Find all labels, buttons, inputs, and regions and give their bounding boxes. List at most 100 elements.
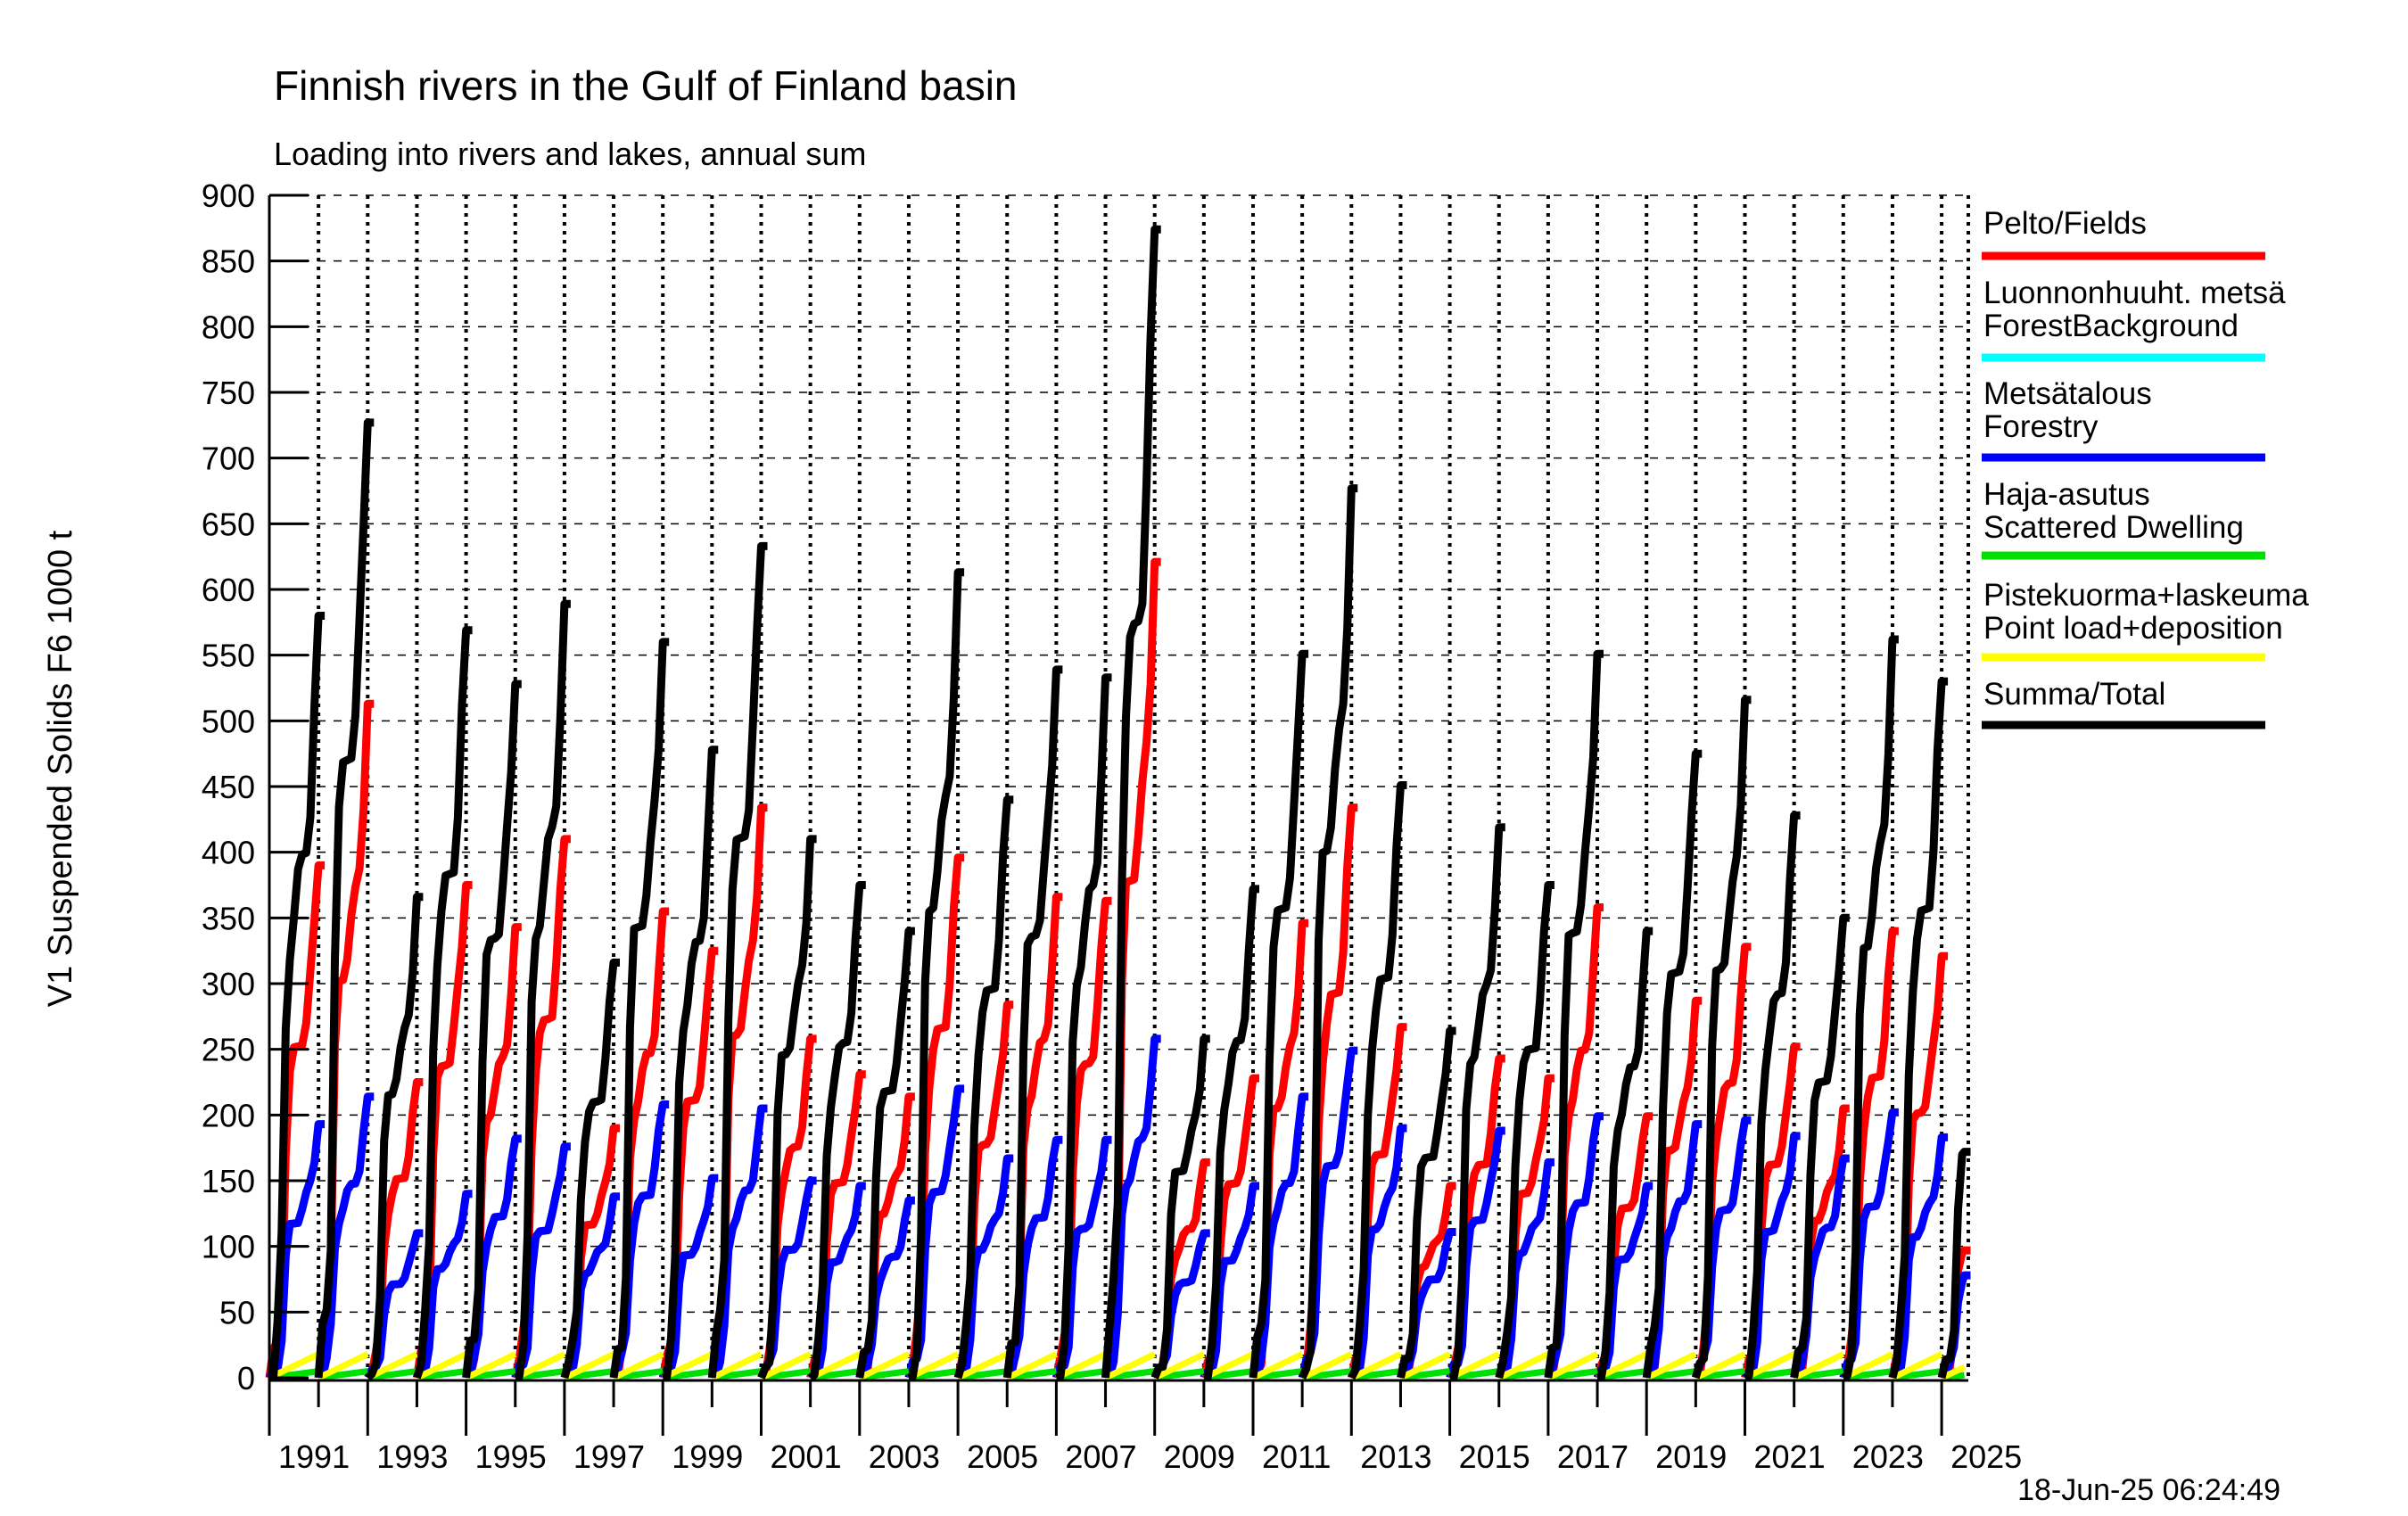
y-tick-label: 900: [202, 177, 255, 214]
x-tick-label: 2009: [1164, 1438, 1235, 1475]
axis-ticks: [268, 194, 1943, 1436]
curve-total-2022: [1790, 913, 1850, 1379]
y-tick-label: 750: [202, 375, 255, 411]
curve-total-2019: [1642, 749, 1703, 1379]
curve-total-2002: [807, 881, 866, 1381]
y-tick-label: 600: [202, 572, 255, 608]
curve-point_load-2003: [858, 1351, 911, 1381]
y-tick-label: 200: [202, 1097, 255, 1133]
y-tick-label: 50: [219, 1294, 255, 1331]
curve-total-1996: [514, 599, 571, 1382]
x-tick-label: 2001: [771, 1438, 842, 1475]
curve-total-1999: [661, 746, 719, 1382]
legend-label: Pelto/Fields: [1983, 206, 2147, 241]
y-tick-label: 100: [202, 1229, 255, 1265]
timestamp: 18-Jun-25 06:24:49: [2017, 1473, 2280, 1507]
curve-forestry-2003: [859, 1196, 915, 1382]
curve-forestry-2000: [711, 1104, 768, 1382]
curve-total-2016: [1495, 881, 1554, 1380]
curve-total-2021: [1743, 811, 1801, 1382]
curve-total-2003: [855, 927, 915, 1379]
curve-total-2013: [1348, 781, 1407, 1380]
curve-total-1993: [365, 893, 424, 1381]
curve-total-2007: [1054, 673, 1112, 1382]
curve-point_load-1997: [563, 1351, 615, 1381]
legend-item-0: Pelto/Fields: [1982, 206, 2265, 260]
x-tick-label: 1993: [376, 1438, 448, 1475]
y-tick-label: 550: [202, 638, 255, 674]
curve-total-2000: [707, 541, 768, 1379]
x-tick-label: 2005: [967, 1438, 1038, 1475]
y-tick-label: 250: [202, 1032, 255, 1068]
curve-point_load-1995: [465, 1351, 517, 1381]
curve-total-2010: [1202, 885, 1259, 1382]
curve-point_load-2012: [1300, 1351, 1353, 1381]
axis-tick-labels: 0 50 100 150 200 250 300 350 400 450 500 550 600 650 7…: [202, 177, 2022, 1475]
x-tick-label: 2015: [1459, 1438, 1530, 1475]
x-tick-label: 1991: [278, 1438, 350, 1475]
curve-forestry-2014: [1398, 1228, 1456, 1382]
curve-point_load-2020: [1694, 1351, 1747, 1381]
curve-total-1991: [268, 612, 326, 1382]
curve-total-1998: [609, 638, 670, 1379]
curve-point_load-2014: [1398, 1351, 1452, 1381]
curve-total-2009: [1150, 1034, 1210, 1380]
curve-forestry-2016: [1498, 1158, 1554, 1382]
curve-forestry-2006: [1003, 1135, 1063, 1380]
legend-label: Luonnonhuuht. metsä: [1983, 276, 2286, 310]
legend-label: Scattered Dwelling: [1983, 510, 2244, 545]
curve-total-2018: [1596, 927, 1653, 1382]
legend-label: Haja-asutus: [1983, 477, 2150, 512]
curve-total-1992: [314, 418, 375, 1379]
legend-label: Summa/Total: [1983, 677, 2165, 712]
x-tick-label: 2007: [1065, 1438, 1136, 1475]
curve-forestry-1992: [317, 1092, 375, 1382]
curve-point_load-2006: [1005, 1351, 1058, 1381]
curve-forestry-1997: [564, 1192, 620, 1382]
y-tick-label: 350: [202, 900, 255, 936]
curve-forestry-1995: [463, 1134, 522, 1381]
curve-forestry-2017: [1544, 1112, 1604, 1380]
y-axis-label: V1 Suspended Solids F6 1000 t: [42, 530, 79, 1007]
curve-total-2023: [1841, 635, 1899, 1381]
chart-title: Finnish rivers in the Gulf of Finland ba…: [274, 62, 1018, 109]
y-tick-label: 700: [202, 441, 255, 477]
legend-item-5: Summa/Total: [1982, 677, 2265, 729]
curve-total-2005: [953, 795, 1014, 1380]
legend-label: ForestBackground: [1983, 309, 2239, 343]
y-tick-label: 500: [202, 703, 255, 739]
curve-point_load-2013: [1349, 1351, 1403, 1381]
x-tick-label: 2025: [1950, 1438, 2022, 1475]
y-tick-label: 800: [202, 309, 255, 345]
vertical-gridlines: [317, 195, 1970, 1380]
curve-forestry-2008: [1104, 1034, 1161, 1382]
curve-total-2017: [1544, 649, 1604, 1379]
curve-total-1995: [462, 680, 522, 1379]
curve-total-2025: [1937, 1148, 1971, 1379]
legend-label: Point load+deposition: [1983, 611, 2283, 646]
curve-point_load-2019: [1645, 1351, 1697, 1381]
curve-forestry-2022: [1794, 1154, 1850, 1382]
legend-label: Pistekuorma+laskeuma: [1983, 578, 2309, 613]
y-tick-label: 150: [202, 1163, 255, 1199]
curve-point_load-2008: [1103, 1351, 1157, 1381]
y-tick-label: 400: [202, 835, 255, 871]
curve-point_load-2009: [1153, 1351, 1206, 1381]
curve-point_load-2022: [1793, 1351, 1845, 1381]
curve-total-2011: [1249, 649, 1309, 1379]
curve-total-2008: [1101, 225, 1161, 1379]
curve-forestry-2024: [1891, 1133, 1949, 1382]
x-tick-label: 2023: [1852, 1438, 1924, 1475]
y-tick-label: 300: [202, 966, 255, 1002]
curve-forestry-2002: [807, 1182, 866, 1381]
curve-forestry-1994: [415, 1190, 473, 1382]
data-series: [265, 225, 1971, 1382]
curve-total-1994: [413, 626, 473, 1380]
y-tick-label: 850: [202, 243, 255, 280]
